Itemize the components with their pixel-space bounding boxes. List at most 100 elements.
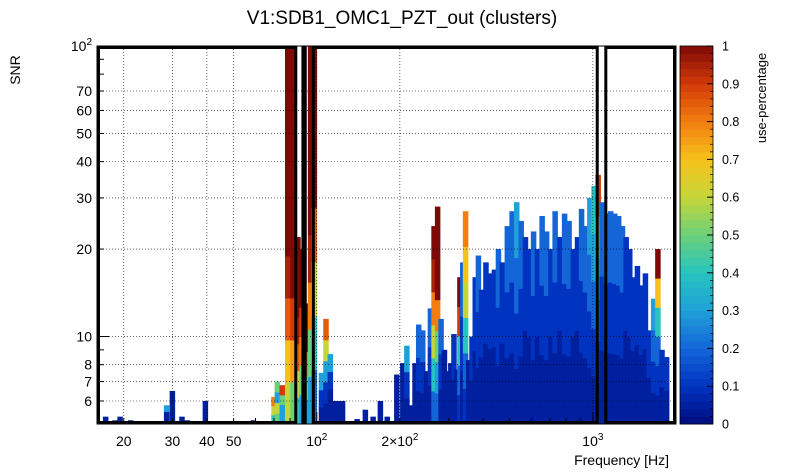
heatmap-cell xyxy=(318,389,325,408)
heatmap-column xyxy=(526,249,533,425)
heatmap-cell xyxy=(102,416,109,425)
colorbar-swatch xyxy=(680,197,713,206)
heatmap-cell xyxy=(642,273,649,350)
x-tick-label: 40 xyxy=(199,433,215,449)
heatmap-cell xyxy=(615,215,622,286)
heatmap-cell xyxy=(318,372,325,391)
heatmap-column xyxy=(419,330,426,425)
heatmap-cell xyxy=(400,393,406,425)
heatmap-cell xyxy=(423,397,430,425)
colorbar-swatch xyxy=(680,136,713,145)
heatmap-cell xyxy=(441,349,448,388)
colorbar-swatch xyxy=(680,46,713,55)
heatmap-cell xyxy=(607,211,614,283)
heatmap-cell xyxy=(623,237,629,331)
heatmap-column xyxy=(427,308,434,425)
colorbar-swatch xyxy=(680,235,713,244)
heatmap-cell xyxy=(462,246,469,283)
heatmap-cell xyxy=(655,307,661,337)
heatmap-cell xyxy=(552,353,558,425)
heatmap-cell xyxy=(570,336,577,425)
heatmap-cell xyxy=(591,328,597,377)
colorbar-swatch xyxy=(680,401,713,410)
y-tick-label: 6 xyxy=(84,393,92,409)
heatmap-cell xyxy=(514,257,520,314)
y-tick-label: 10 xyxy=(76,329,92,345)
heatmap-cell xyxy=(412,393,418,425)
heatmap-cell xyxy=(534,249,541,337)
colorbar-swatch xyxy=(680,212,713,221)
heatmap-cell xyxy=(462,353,469,389)
colorbar-swatch xyxy=(680,174,713,183)
heatmap-cell xyxy=(419,330,426,362)
heatmap-cell xyxy=(591,233,597,282)
heatmap-column xyxy=(318,372,325,425)
heatmap-cell xyxy=(339,400,346,425)
heatmap-cell xyxy=(611,283,618,355)
heatmap-cell xyxy=(630,350,636,425)
heatmap-column xyxy=(331,400,338,425)
heatmap-cell xyxy=(284,214,291,257)
colorbar-swatch xyxy=(680,250,713,259)
heatmap-cell xyxy=(539,354,545,425)
heatmap-column xyxy=(638,285,645,425)
heatmap-cell xyxy=(295,263,301,291)
heatmap-cell xyxy=(431,226,437,260)
colorbar-swatch xyxy=(680,129,713,138)
colorbar-tick-label: 0.3 xyxy=(722,304,739,318)
x-tick-label: 2×102 xyxy=(381,432,419,449)
heatmap-cell xyxy=(290,382,296,425)
heatmap-cell xyxy=(431,292,437,326)
heatmap-cell xyxy=(279,404,286,415)
heatmap-cell xyxy=(530,295,537,361)
heatmap-cell xyxy=(290,130,296,173)
heatmap-cell xyxy=(284,130,291,173)
colorbar-swatch xyxy=(680,121,713,130)
heatmap-column xyxy=(408,405,414,425)
heatmap-column xyxy=(290,46,296,425)
heatmap-cell xyxy=(509,282,515,354)
heatmap-column xyxy=(431,226,437,425)
heatmap-cell xyxy=(491,346,498,425)
heatmap-cell xyxy=(427,346,434,386)
heatmap-cell xyxy=(561,213,568,285)
heatmap-cell xyxy=(307,376,314,425)
heatmap-cell xyxy=(117,416,123,425)
heatmap-column xyxy=(434,206,441,425)
y-tick-label: 20 xyxy=(76,241,92,257)
heatmap-column xyxy=(117,416,123,425)
heatmap-cell xyxy=(534,336,541,425)
heatmap-cell xyxy=(434,330,441,363)
heatmap-cell xyxy=(163,405,170,412)
colorbar-swatch xyxy=(680,295,713,304)
heatmap-cell xyxy=(548,336,554,425)
heatmap-cell xyxy=(460,316,466,371)
heatmap-column xyxy=(465,360,472,425)
heatmap-cell xyxy=(427,308,434,348)
heatmap-cell xyxy=(290,214,296,257)
heatmap-cell xyxy=(561,353,568,425)
heatmap-cell xyxy=(591,376,597,425)
heatmap-cell xyxy=(548,249,554,337)
heatmap-column xyxy=(627,249,633,425)
heatmap-cell xyxy=(607,353,614,425)
heatmap-cell xyxy=(522,330,529,425)
colorbar-swatch xyxy=(680,265,713,274)
grid-lines xyxy=(97,45,676,424)
heatmap-cell xyxy=(451,334,457,380)
heatmap-cell xyxy=(323,402,329,425)
colorbar-swatch xyxy=(680,348,713,357)
colorbar-swatch xyxy=(680,416,713,425)
colorbar-swatch xyxy=(680,91,713,100)
y-tick-label: 30 xyxy=(76,190,92,206)
heatmap-cell xyxy=(331,412,338,425)
heatmap-column xyxy=(335,400,342,425)
x-tick-label: 20 xyxy=(116,433,132,449)
heatmap-cell xyxy=(454,369,460,425)
heatmap-cell xyxy=(163,411,170,419)
chart-title: V1:SDB1_OMC1_PZT_out (clusters) xyxy=(247,8,557,29)
heatmap-cell xyxy=(557,330,563,425)
heatmap-cell xyxy=(530,359,537,425)
heatmap-cell xyxy=(655,365,661,396)
heatmap-cell xyxy=(444,371,451,398)
